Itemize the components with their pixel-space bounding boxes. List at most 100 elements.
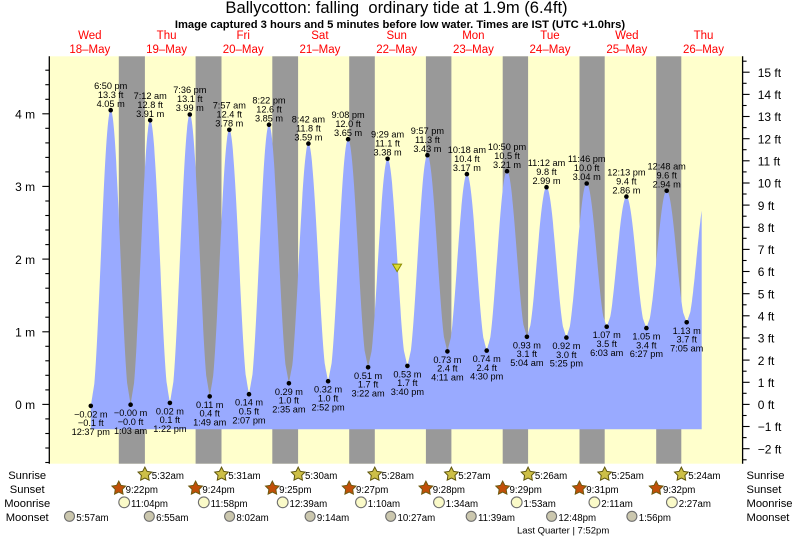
svg-text:7:12 am: 7:12 am	[134, 91, 168, 101]
svg-text:5:26am: 5:26am	[535, 471, 567, 482]
svg-text:−2 ft: −2 ft	[758, 442, 782, 456]
svg-text:12 ft: 12 ft	[758, 132, 782, 146]
svg-text:Moonset: Moonset	[6, 512, 50, 524]
svg-text:9:28pm: 9:28pm	[433, 485, 465, 496]
svg-text:1.7 ft: 1.7 ft	[358, 380, 379, 390]
svg-text:3:40 pm: 3:40 pm	[391, 387, 425, 397]
svg-text:19–May: 19–May	[146, 44, 187, 56]
svg-text:1 m: 1 m	[15, 325, 35, 339]
svg-text:3.0 ft: 3.0 ft	[556, 350, 577, 360]
svg-text:Wed: Wed	[78, 30, 101, 42]
svg-text:1.0 ft: 1.0 ft	[318, 394, 339, 404]
svg-text:Thu: Thu	[157, 30, 177, 42]
svg-text:2:11am: 2:11am	[601, 499, 633, 510]
svg-text:Image captured 3 hours and 5 m: Image captured 3 hours and 5 minutes bef…	[175, 19, 625, 31]
svg-text:0.02 m: 0.02 m	[156, 406, 184, 416]
svg-text:5:30am: 5:30am	[305, 471, 337, 482]
svg-text:18–May: 18–May	[69, 44, 110, 56]
svg-text:1.13 m: 1.13 m	[673, 326, 701, 336]
svg-text:1 ft: 1 ft	[758, 376, 775, 390]
svg-text:8:02am: 8:02am	[236, 513, 268, 524]
svg-text:9:22pm: 9:22pm	[126, 485, 158, 496]
svg-text:10.5 ft: 10.5 ft	[494, 151, 520, 161]
svg-text:11:04pm: 11:04pm	[131, 499, 168, 510]
svg-text:1:56pm: 1:56pm	[639, 513, 671, 524]
svg-text:5 ft: 5 ft	[758, 287, 775, 301]
svg-text:9.6 ft: 9.6 ft	[656, 171, 677, 181]
svg-text:11.1 ft: 11.1 ft	[375, 139, 400, 149]
svg-text:20–May: 20–May	[223, 44, 264, 56]
svg-text:Moonset: Moonset	[747, 512, 791, 524]
svg-text:0.5 ft: 0.5 ft	[239, 407, 260, 417]
svg-text:0.4 ft: 0.4 ft	[199, 409, 220, 419]
svg-text:3.59 m: 3.59 m	[294, 132, 322, 142]
svg-text:1.07 m: 1.07 m	[593, 330, 621, 340]
svg-text:10.0 ft: 10.0 ft	[574, 163, 600, 173]
svg-text:7:05 am: 7:05 am	[670, 343, 704, 353]
svg-text:Fri: Fri	[236, 30, 249, 42]
svg-text:Sunset: Sunset	[10, 484, 46, 496]
svg-text:2.94 m: 2.94 m	[653, 180, 681, 190]
svg-text:26–May: 26–May	[683, 44, 724, 56]
svg-text:2:35 am: 2:35 am	[272, 404, 306, 414]
svg-text:0.93 m: 0.93 m	[513, 340, 541, 350]
svg-text:8:22 pm: 8:22 pm	[252, 95, 286, 105]
svg-text:5:04 am: 5:04 am	[510, 358, 544, 368]
svg-text:3.85 m: 3.85 m	[255, 113, 283, 123]
svg-text:9:57 pm: 9:57 pm	[411, 126, 445, 136]
svg-text:12.0 ft: 12.0 ft	[335, 119, 361, 129]
svg-text:Wed: Wed	[615, 30, 638, 42]
svg-text:12:48pm: 12:48pm	[558, 513, 596, 524]
svg-text:23–May: 23–May	[453, 44, 494, 56]
svg-text:21–May: 21–May	[299, 44, 340, 56]
svg-text:1.7 ft: 1.7 ft	[397, 378, 418, 388]
svg-text:9:25pm: 9:25pm	[279, 485, 311, 496]
svg-text:Mon: Mon	[462, 30, 484, 42]
svg-text:Sunrise: Sunrise	[747, 470, 785, 482]
svg-text:Sunset: Sunset	[747, 484, 783, 496]
svg-text:0.11 m: 0.11 m	[196, 400, 224, 410]
svg-text:Last Quarter | 7:52pm: Last Quarter | 7:52pm	[517, 526, 609, 537]
svg-text:2:07 pm: 2:07 pm	[232, 415, 266, 425]
svg-text:9:14am: 9:14am	[317, 513, 349, 524]
svg-text:3.78 m: 3.78 m	[215, 119, 243, 129]
svg-text:2.4 ft: 2.4 ft	[476, 363, 497, 373]
svg-text:2 ft: 2 ft	[758, 354, 775, 368]
svg-text:22–May: 22–May	[376, 44, 417, 56]
svg-text:12:39am: 12:39am	[290, 499, 328, 510]
svg-text:2.86 m: 2.86 m	[612, 185, 640, 195]
svg-text:3.43 m: 3.43 m	[413, 144, 441, 154]
svg-text:10:50 pm: 10:50 pm	[488, 142, 527, 152]
svg-text:1:10am: 1:10am	[368, 499, 400, 510]
svg-text:5:25am: 5:25am	[612, 471, 644, 482]
svg-text:0.51 m: 0.51 m	[354, 371, 382, 381]
svg-text:4.05 m: 4.05 m	[97, 99, 125, 109]
svg-text:9.8 ft: 9.8 ft	[536, 167, 557, 177]
svg-text:12.6 ft: 12.6 ft	[256, 104, 282, 114]
svg-text:4:11 am: 4:11 am	[431, 373, 464, 383]
svg-text:0.14 m: 0.14 m	[235, 398, 263, 408]
svg-text:9:29pm: 9:29pm	[510, 485, 542, 496]
svg-text:−0.0 ft: −0.0 ft	[118, 417, 144, 427]
svg-text:24–May: 24–May	[530, 44, 571, 56]
svg-text:3.99 m: 3.99 m	[176, 103, 204, 113]
svg-text:7:36 pm: 7:36 pm	[173, 85, 207, 95]
svg-text:9:32pm: 9:32pm	[663, 485, 695, 496]
svg-text:0.32 m: 0.32 m	[314, 385, 342, 395]
svg-text:Sat: Sat	[311, 30, 329, 42]
svg-text:14 ft: 14 ft	[758, 88, 782, 102]
svg-text:12:48 am: 12:48 am	[648, 162, 687, 172]
svg-text:9 ft: 9 ft	[758, 199, 775, 213]
svg-text:6 ft: 6 ft	[758, 265, 775, 279]
svg-text:13.1 ft: 13.1 ft	[177, 94, 203, 104]
svg-text:10 ft: 10 ft	[758, 177, 782, 191]
svg-text:11:46 pm: 11:46 pm	[568, 154, 606, 164]
svg-text:4:30 pm: 4:30 pm	[470, 372, 504, 382]
svg-text:Thu: Thu	[694, 30, 714, 42]
svg-text:9.4 ft: 9.4 ft	[616, 176, 637, 186]
svg-text:0.92 m: 0.92 m	[552, 341, 580, 351]
svg-text:11:12 am: 11:12 am	[528, 158, 566, 168]
svg-text:Ballycotton: falling ordinary: Ballycotton: falling ordinary tide at 1.…	[225, 0, 567, 17]
svg-text:9:08 pm: 9:08 pm	[331, 110, 365, 120]
svg-text:12:13 pm: 12:13 pm	[607, 167, 646, 177]
